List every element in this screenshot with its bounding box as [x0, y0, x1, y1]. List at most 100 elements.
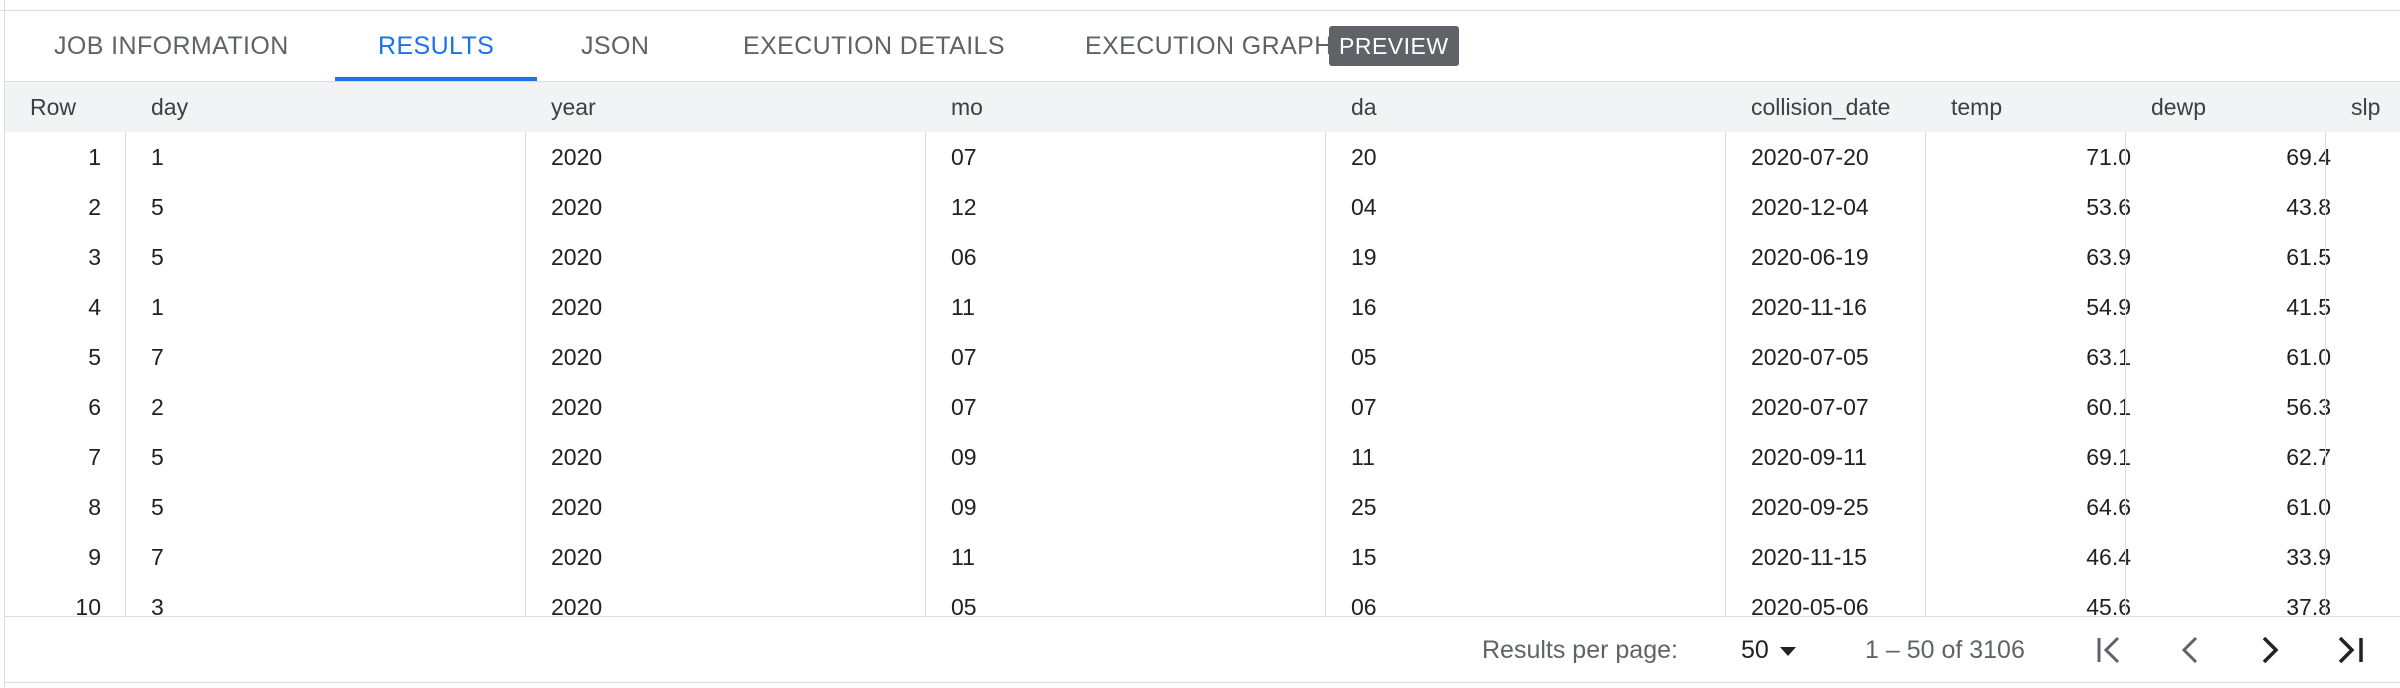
active-tab-indicator — [335, 77, 537, 81]
cell-collision-date: 2020-07-07 — [1751, 394, 1869, 420]
table-row[interactable]: 8 5 2020 09 25 2020-09-25 64.6 61.0 — [5, 482, 2400, 533]
cell-dewp: 61.0 — [2286, 344, 2331, 370]
column-divider — [525, 132, 526, 616]
cell-day: 5 — [151, 244, 164, 270]
cell-da: 16 — [1351, 294, 1377, 320]
column-header-dewp[interactable]: dewp — [2151, 94, 2206, 120]
cell-year: 2020 — [551, 144, 603, 170]
cell-mo: 07 — [951, 344, 977, 370]
row-number: 10 — [75, 594, 101, 616]
preview-badge: PREVIEW — [1329, 26, 1459, 66]
cell-temp: 54.9 — [2086, 294, 2131, 320]
cell-temp: 46.4 — [2086, 544, 2131, 570]
results-per-page-label: Results per page: — [1482, 636, 1678, 664]
prev-page-button[interactable] — [2170, 630, 2210, 670]
results-table: Row day year mo da collision_date temp d… — [5, 82, 2400, 616]
cell-dewp: 37.8 — [2286, 594, 2331, 616]
cell-day: 1 — [151, 144, 164, 170]
first-page-button[interactable] — [2090, 630, 2130, 670]
table-row[interactable]: 3 5 2020 06 19 2020-06-19 63.9 61.5 — [5, 232, 2400, 283]
table-row[interactable]: 9 7 2020 11 15 2020-11-15 46.4 33.9 — [5, 532, 2400, 583]
cell-collision-date: 2020-09-25 — [1751, 494, 1869, 520]
column-header-year[interactable]: year — [551, 94, 596, 120]
cell-da: 25 — [1351, 494, 1377, 520]
column-divider — [1925, 132, 1926, 616]
cell-collision-date: 2020-05-06 — [1751, 594, 1869, 616]
table-header-row: Row day year mo da collision_date temp d… — [5, 82, 2400, 133]
cell-dewp: 61.0 — [2286, 494, 2331, 520]
cell-dewp: 33.9 — [2286, 544, 2331, 570]
cell-temp: 60.1 — [2086, 394, 2131, 420]
cell-dewp: 69.4 — [2286, 144, 2331, 170]
column-divider — [2325, 132, 2326, 616]
cell-mo: 07 — [951, 144, 977, 170]
chevron-left-icon — [2181, 636, 2198, 664]
cell-da: 04 — [1351, 194, 1377, 220]
row-number: 7 — [88, 444, 101, 470]
pagination-range: 1 – 50 of 3106 — [1865, 636, 2025, 664]
top-strip — [0, 0, 2400, 11]
tab-json[interactable]: JSON — [581, 32, 650, 60]
row-number: 6 — [88, 394, 101, 420]
cell-da: 11 — [1351, 444, 1375, 470]
column-header-mo[interactable]: mo — [951, 94, 983, 120]
cell-collision-date: 2020-11-16 — [1751, 294, 1867, 320]
column-divider — [925, 132, 926, 616]
column-header-collision-date[interactable]: collision_date — [1751, 94, 1891, 120]
table-row[interactable]: 5 7 2020 07 05 2020-07-05 63.1 61.0 — [5, 332, 2400, 383]
column-header-da[interactable]: da — [1351, 94, 1377, 120]
cell-mo: 09 — [951, 494, 977, 520]
cell-collision-date: 2020-07-20 — [1751, 144, 1869, 170]
cell-temp: 71.0 — [2086, 144, 2131, 170]
cell-year: 2020 — [551, 444, 603, 470]
cell-year: 2020 — [551, 394, 603, 420]
tab-execution-graph[interactable]: EXECUTION GRAPH — [1085, 32, 1333, 60]
column-divider — [2125, 132, 2126, 616]
row-number: 2 — [88, 194, 101, 220]
table-row[interactable]: 6 2 2020 07 07 2020-07-07 60.1 56.3 — [5, 382, 2400, 433]
row-number: 5 — [88, 344, 101, 370]
cell-mo: 07 — [951, 394, 977, 420]
cell-dewp: 62.7 — [2286, 444, 2331, 470]
tab-results[interactable]: RESULTS — [378, 32, 495, 60]
column-header-row: Row — [30, 94, 77, 120]
cell-day: 7 — [151, 344, 164, 370]
cell-temp: 63.1 — [2086, 344, 2131, 370]
cell-da: 20 — [1351, 144, 1377, 170]
cell-temp: 69.1 — [2086, 444, 2131, 470]
row-number: 8 — [88, 494, 101, 520]
tab-job-information[interactable]: JOB INFORMATION — [54, 32, 289, 60]
cell-day: 2 — [151, 394, 164, 420]
table-row[interactable]: 7 5 2020 09 11 2020-09-11 69.1 62.7 — [5, 432, 2400, 483]
cell-mo: 09 — [951, 444, 977, 470]
cell-mo: 11 — [951, 294, 975, 320]
tab-execution-details[interactable]: EXECUTION DETAILS — [743, 32, 1005, 60]
table-row[interactable]: 1 1 2020 07 20 2020-07-20 71.0 69.4 — [5, 132, 2400, 183]
column-header-day[interactable]: day — [151, 94, 189, 120]
column-divider — [1725, 132, 1726, 616]
cell-year: 2020 — [551, 344, 603, 370]
tab-bar: JOB INFORMATION RESULTS JSON EXECUTION D… — [5, 11, 2400, 82]
table-row[interactable]: 10 3 2020 05 06 2020-05-06 45.6 37.8 — [5, 582, 2400, 616]
cell-da: 06 — [1351, 594, 1377, 616]
last-page-button[interactable] — [2330, 630, 2370, 670]
column-divider — [125, 132, 126, 616]
column-header-temp[interactable]: temp — [1951, 94, 2003, 120]
cell-collision-date: 2020-11-15 — [1751, 544, 1867, 570]
cell-day: 3 — [151, 594, 164, 616]
next-page-button[interactable] — [2250, 630, 2290, 670]
cell-day: 1 — [151, 294, 164, 320]
table-row[interactable]: 2 5 2020 12 04 2020-12-04 53.6 43.8 — [5, 182, 2400, 233]
last-page-icon — [2338, 636, 2363, 664]
column-header-slp[interactable]: slp — [2351, 94, 2381, 120]
results-per-page-select[interactable]: 50 — [1741, 617, 1815, 683]
cell-temp: 45.6 — [2086, 594, 2131, 616]
cell-year: 2020 — [551, 194, 603, 220]
cell-year: 2020 — [551, 494, 603, 520]
caret-down-icon — [1779, 646, 1796, 656]
cell-year: 2020 — [551, 594, 603, 616]
cell-day: 7 — [151, 544, 164, 570]
cell-temp: 64.6 — [2086, 494, 2131, 520]
cell-mo: 12 — [951, 194, 977, 220]
table-row[interactable]: 4 1 2020 11 16 2020-11-16 54.9 41.5 — [5, 282, 2400, 333]
